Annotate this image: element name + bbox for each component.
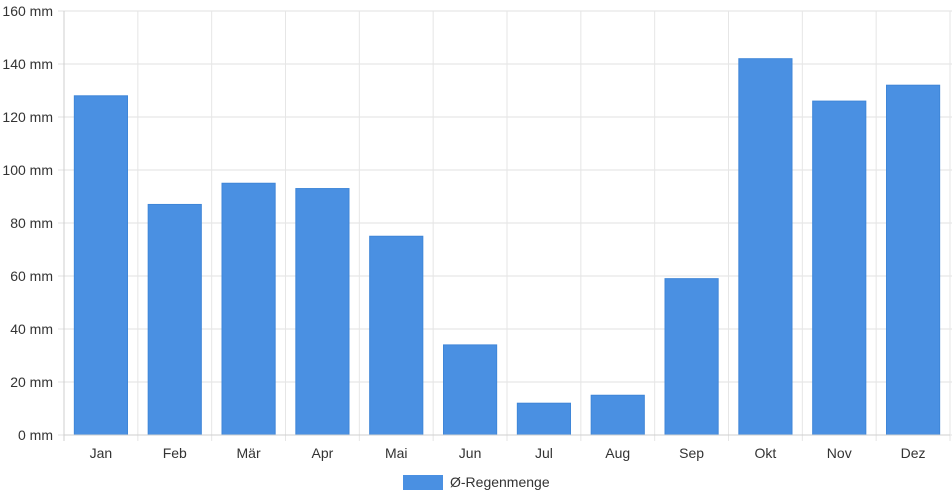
- grid-lines: [58, 10, 952, 441]
- bar[interactable]: [295, 188, 350, 436]
- bar[interactable]: [738, 58, 793, 436]
- y-tick-label: 20 mm: [10, 374, 53, 390]
- x-tick-label: Aug: [605, 445, 630, 461]
- bar[interactable]: [221, 182, 276, 436]
- legend-swatch[interactable]: [403, 475, 443, 490]
- y-axis: 0 mm 20 mm 40 mm 60 mm 80 mm 100 mm 120 mm 140 …: [2, 3, 53, 443]
- x-tick-label: Apr: [312, 445, 334, 461]
- y-tick-label: 100 mm: [2, 162, 53, 178]
- x-axis: Jan Feb Mär Apr Mai Jun Jul Aug Sep Okt Nov Dez: [64, 434, 950, 461]
- y-tick-label: 140 mm: [2, 56, 53, 72]
- x-tick-label: Mai: [385, 445, 408, 461]
- legend-label[interactable]: Ø-Regenmenge: [450, 474, 550, 490]
- x-tick-label: Dez: [901, 445, 926, 461]
- x-tick-label: Mär: [237, 445, 261, 461]
- x-tick-label: Jul: [535, 445, 553, 461]
- x-tick-label: Jan: [90, 445, 113, 461]
- y-tick-label: 40 mm: [10, 321, 53, 337]
- y-tick-label: 60 mm: [10, 268, 53, 284]
- bar[interactable]: [516, 402, 571, 436]
- x-tick-label: Feb: [163, 445, 187, 461]
- bar[interactable]: [664, 278, 719, 436]
- bar[interactable]: [443, 344, 498, 436]
- bars: [73, 58, 941, 436]
- y-tick-label: 160 mm: [2, 3, 53, 19]
- x-tick-label: Nov: [827, 445, 852, 461]
- x-tick-label: Sep: [679, 445, 704, 461]
- y-tick-label: 120 mm: [2, 109, 53, 125]
- bar[interactable]: [147, 203, 202, 436]
- y-tick-label: 80 mm: [10, 215, 53, 231]
- x-tick-label: Okt: [755, 445, 777, 461]
- x-tick-label: Jun: [459, 445, 482, 461]
- bar[interactable]: [590, 394, 645, 436]
- y-tick-label: 0 mm: [18, 427, 53, 443]
- legend[interactable]: Ø-Regenmenge: [403, 474, 550, 490]
- bar[interactable]: [886, 84, 941, 436]
- bar[interactable]: [73, 95, 128, 436]
- bar[interactable]: [812, 100, 867, 436]
- bar[interactable]: [369, 235, 424, 436]
